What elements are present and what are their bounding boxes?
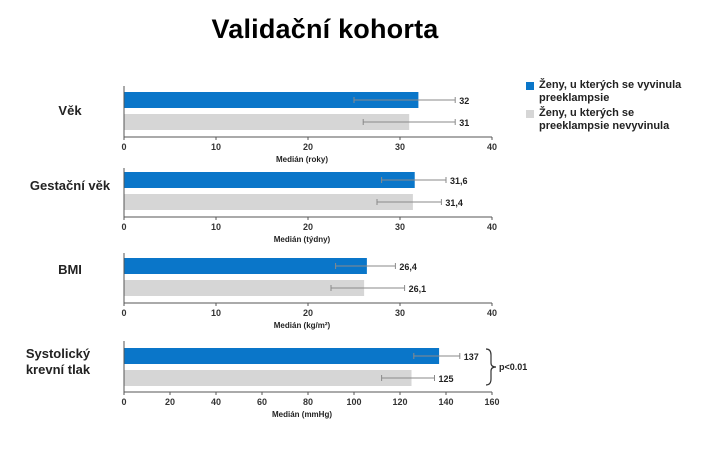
x-tick-label-0-0: 0: [121, 142, 126, 152]
x-tick-label-0-3: 30: [395, 142, 405, 152]
bar-2-1: [124, 280, 365, 296]
x-tick-label-1-3: 30: [395, 222, 405, 232]
x-tick-label-0-2: 20: [303, 142, 313, 152]
x-tick-label-3-7: 140: [438, 397, 453, 407]
legend-swatch-no-preeclampsia: [526, 110, 534, 118]
value-label-3-0: 137: [464, 352, 479, 362]
significance-bracket: [485, 348, 497, 386]
x-axis-title-0: Medián (roky): [276, 155, 328, 164]
x-tick-label-3-8: 160: [484, 397, 499, 407]
x-tick-label-3-3: 60: [257, 397, 267, 407]
bar-0-1: [124, 114, 410, 130]
bar-1-1: [124, 194, 413, 210]
value-label-0-0: 32: [459, 96, 469, 106]
legend-item-preeclampsia: Ženy, u kterých se vyvinula preeklampsie: [526, 79, 701, 105]
x-tick-label-1-0: 0: [121, 222, 126, 232]
x-tick-label-3-1: 20: [165, 397, 175, 407]
x-tick-label-0-4: 40: [487, 142, 497, 152]
x-axis-title-2: Medián (kg/m²): [274, 321, 331, 330]
value-label-0-1: 31: [459, 118, 469, 128]
x-tick-label-3-2: 40: [211, 397, 221, 407]
category-label-3-line1: Systolický: [26, 346, 91, 361]
value-label-1-0: 31,6: [450, 176, 468, 186]
bar-2-0: [124, 258, 367, 274]
x-tick-label-2-3: 30: [395, 308, 405, 318]
category-label-0: Věk: [58, 103, 82, 118]
x-axis-title-1: Medián (týdny): [274, 235, 331, 244]
value-label-2-1: 26,1: [409, 284, 427, 294]
x-tick-label-2-1: 10: [211, 308, 221, 318]
x-tick-label-1-4: 40: [487, 222, 497, 232]
bar-3-1: [124, 370, 412, 386]
value-label-3-1: 125: [439, 374, 454, 384]
x-tick-label-2-2: 20: [303, 308, 313, 318]
significance-label: p<0.01: [499, 362, 527, 372]
value-label-2-0: 26,4: [399, 262, 417, 272]
bar-3-0: [124, 348, 440, 364]
x-tick-label-3-0: 0: [121, 397, 126, 407]
x-tick-label-2-0: 0: [121, 308, 126, 318]
legend-label-preeclampsia: Ženy, u kterých se vyvinula preeklampsie: [539, 79, 682, 104]
chart-title: Validační kohorta: [211, 14, 439, 44]
legend-item-no-preeclampsia: Ženy, u kterých se preeklampsie nevyvinu…: [526, 107, 701, 133]
x-tick-label-3-5: 100: [346, 397, 361, 407]
legend-swatch-preeclampsia: [526, 82, 534, 90]
bar-0-0: [124, 92, 419, 108]
legend-label-no-preeclampsia: Ženy, u kterých se preeklampsie nevyvinu…: [539, 107, 670, 132]
category-label-3-line2: krevní tlak: [26, 362, 91, 377]
x-tick-label-3-6: 120: [392, 397, 407, 407]
value-label-1-1: 31,4: [445, 198, 463, 208]
category-label-2: BMI: [58, 262, 82, 277]
category-label-1: Gestační věk: [30, 178, 111, 193]
x-axis-title-3: Medián (mmHg): [272, 410, 332, 419]
x-tick-label-2-4: 40: [487, 308, 497, 318]
x-tick-label-0-1: 10: [211, 142, 221, 152]
bar-1-0: [124, 172, 415, 188]
x-tick-label-1-1: 10: [211, 222, 221, 232]
legend: Ženy, u kterých se vyvinula preeklampsie…: [526, 79, 701, 135]
x-tick-label-1-2: 20: [303, 222, 313, 232]
x-tick-label-3-4: 80: [303, 397, 313, 407]
